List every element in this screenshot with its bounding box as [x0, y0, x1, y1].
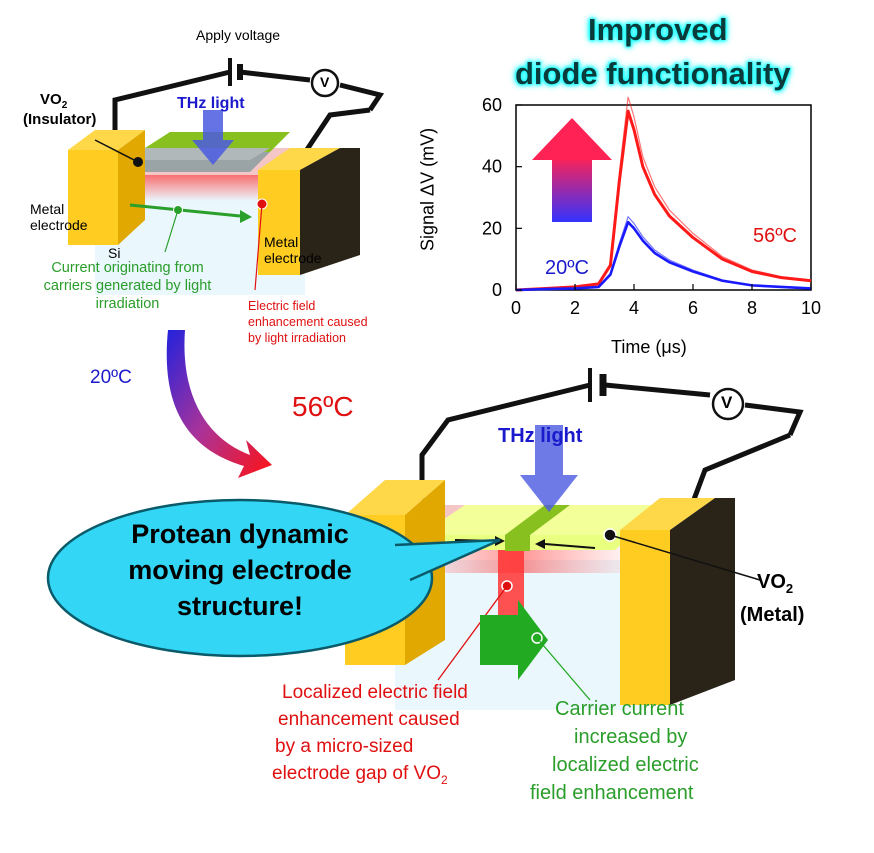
temperature-arrow-icon	[166, 330, 272, 478]
series-noise-1	[515, 215, 812, 291]
temp-high-label: 56ºC	[292, 391, 354, 422]
bottom-vo2-label: VO2	[757, 571, 794, 596]
green-note-4: field enhancement	[530, 782, 694, 804]
top-device	[68, 58, 385, 295]
top-thz-arrow-icon	[192, 110, 234, 165]
legend-56: 56ºC	[753, 225, 797, 247]
current-note-3: irradiation	[95, 296, 160, 312]
field-note-1: Electric field	[248, 299, 316, 313]
red-note-3: by a micro-sized	[275, 736, 414, 757]
x-tick-label: 6	[688, 298, 698, 318]
metal-right-2: electrode	[264, 250, 322, 266]
increase-arrow-icon	[532, 118, 612, 222]
red-note-1: Localized electric field	[282, 682, 468, 703]
callout-line1: Protean dynamic	[131, 519, 349, 549]
bottom-battery-icon	[588, 368, 607, 402]
chart-xlabel: Time (μs)	[611, 337, 687, 357]
apply-voltage-label: Apply voltage	[196, 27, 281, 43]
signal-chart: 0 2 4 6 8 10 0 20 40 60	[482, 95, 821, 318]
callout-line2: moving electrode	[128, 555, 352, 585]
bottom-thz-arrow-icon	[520, 425, 578, 512]
y-tick-label: 60	[482, 95, 502, 115]
top-left-metal	[68, 150, 118, 245]
current-note-1: Current originating from	[51, 260, 204, 276]
carrier-arrow-icon	[480, 600, 548, 680]
series-noise-0	[515, 96, 812, 291]
chart-series	[515, 96, 812, 292]
bottom-vo2-state: (Metal)	[740, 604, 805, 626]
temp-low-label: 20ºC	[90, 367, 132, 388]
bottom-thz-label: THz light	[498, 425, 583, 447]
field-note-3: by light irradiation	[248, 331, 346, 345]
x-tick-label: 0	[511, 298, 521, 318]
green-note-2: increased by	[574, 726, 688, 748]
bottom-voltmeter-letter: V	[721, 393, 733, 412]
field-note-2: enhancement caused	[248, 315, 368, 329]
chart-ylabel: Signal ΔV (mV)	[417, 127, 438, 251]
red-note-4: electrode gap of VO2	[272, 763, 448, 787]
metal-right-1: Metal	[264, 234, 299, 250]
headline-line1: Improved	[588, 12, 728, 47]
green-note-3: localized electric	[552, 754, 699, 776]
y-tick-label: 0	[492, 280, 502, 300]
headline-line2: diode functionality	[515, 56, 791, 91]
bottom-voltmeter-icon	[711, 387, 745, 421]
x-tick-label: 10	[801, 298, 821, 318]
chart-ticks: 0 2 4 6 8 10 0 20 40 60	[482, 95, 821, 318]
callout-bubble	[46, 498, 501, 658]
metal-left-2: electrode	[30, 217, 88, 233]
top-battery-icon	[228, 58, 243, 86]
current-note-2: carriers generated by light	[43, 278, 212, 294]
plot-frame	[515, 104, 812, 291]
top-voltmeter-icon	[310, 68, 340, 98]
top-right-metal	[258, 170, 300, 275]
x-tick-label: 8	[747, 298, 757, 318]
top-vo2-label: VO2	[40, 91, 68, 111]
si-label: Si	[108, 245, 121, 261]
y-tick-label: 20	[482, 218, 502, 238]
current-arrow	[129, 203, 241, 218]
legend-20: 20ºC	[545, 257, 589, 279]
y-tick-label: 40	[482, 157, 502, 177]
top-voltmeter-letter: V	[320, 74, 330, 90]
x-tick-label: 4	[629, 298, 639, 318]
callout-line3: structure!	[176, 591, 304, 621]
metal-left-1: Metal	[30, 201, 65, 217]
green-note-1: Carrier current	[555, 698, 684, 720]
top-vo2-state: (Insulator)	[23, 111, 97, 128]
chart-axes	[515, 104, 812, 291]
x-tick-label: 2	[570, 298, 580, 318]
red-note-2: enhancement caused	[278, 709, 460, 730]
top-thz-label: THz light	[177, 95, 245, 112]
bottom-right-metal	[620, 530, 670, 705]
